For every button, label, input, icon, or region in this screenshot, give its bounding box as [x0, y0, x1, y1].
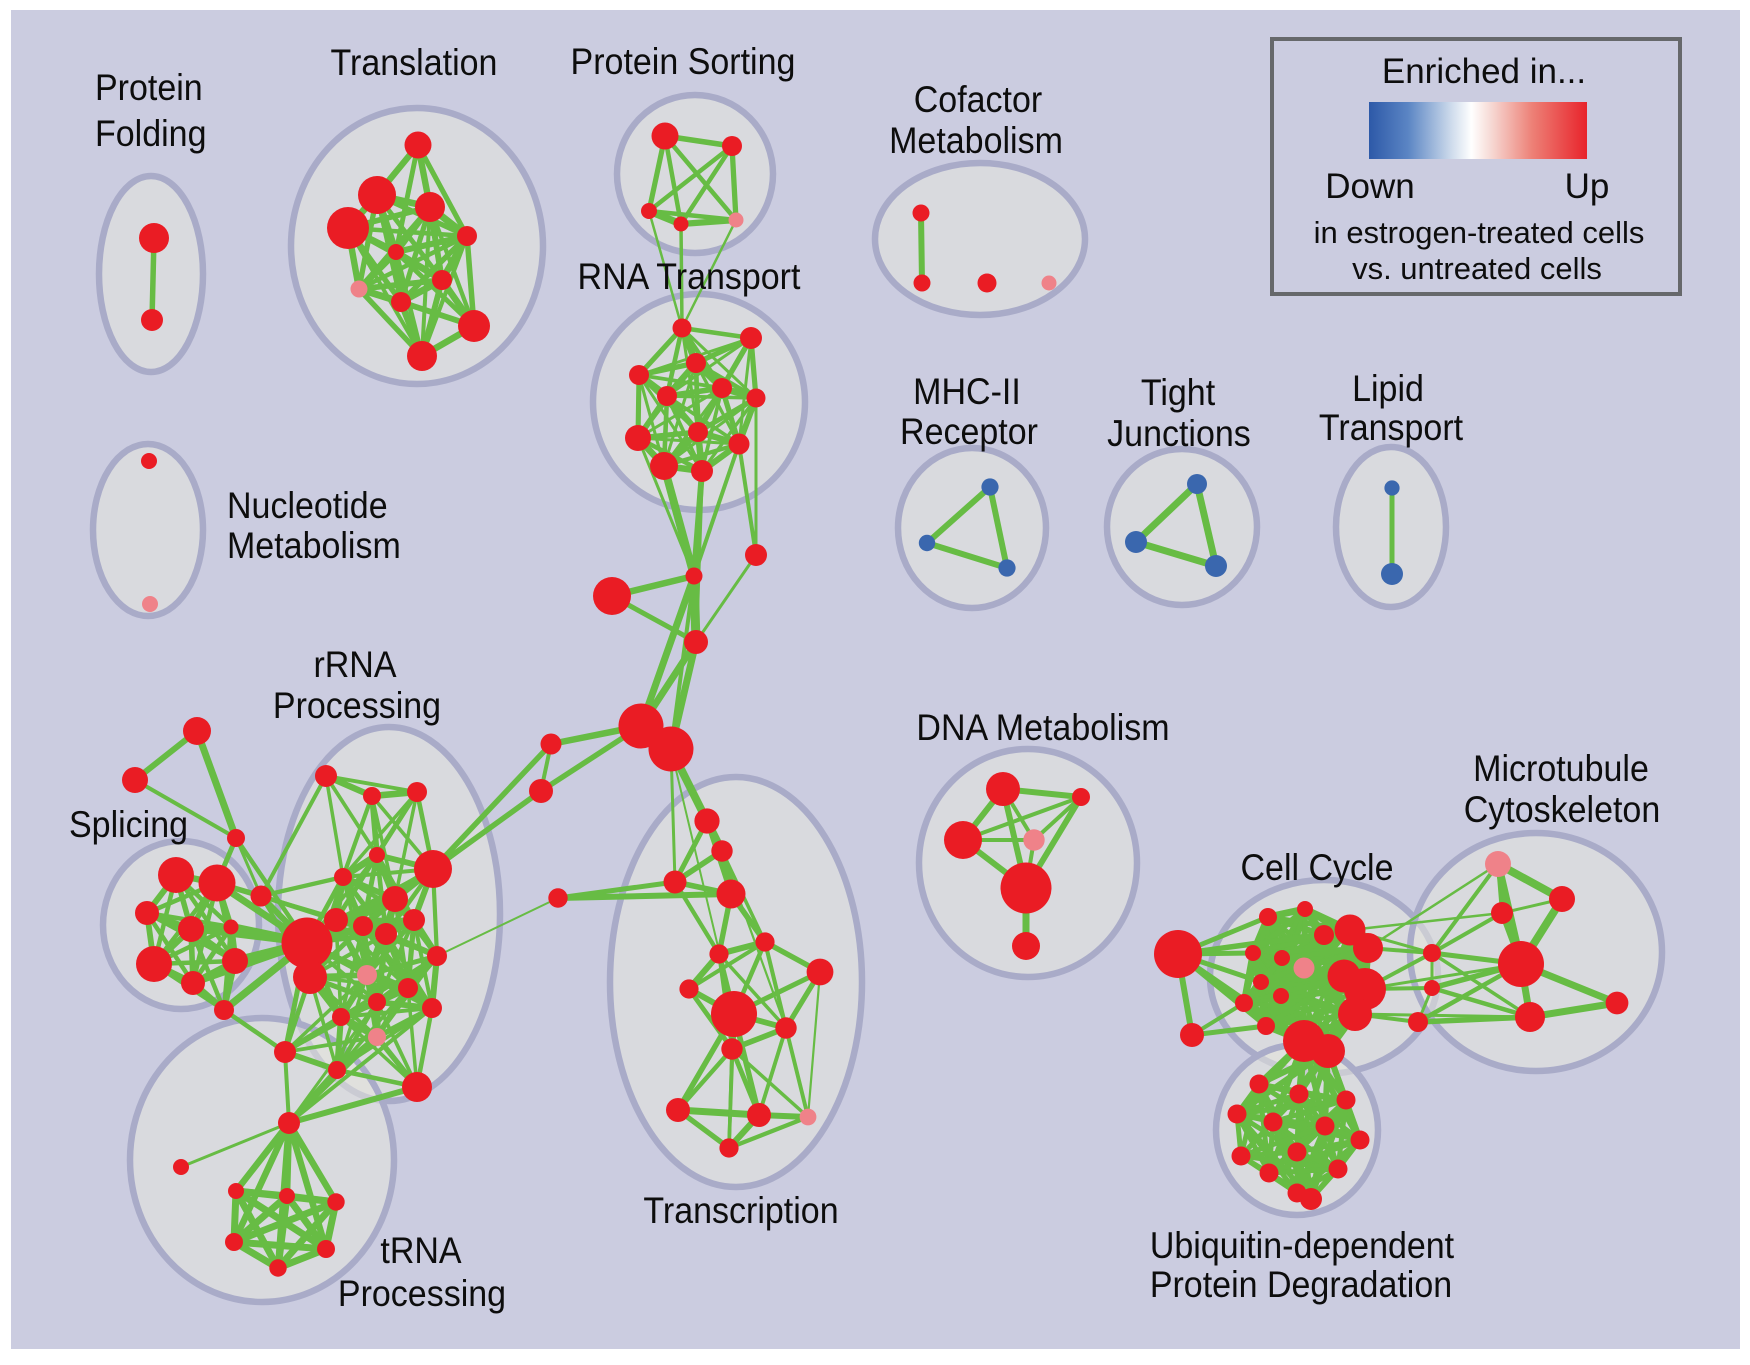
svg-text:Receptor: Receptor [900, 411, 1038, 453]
svg-text:Enriched in...: Enriched in... [1382, 52, 1586, 91]
svg-text:RNA Transport: RNA Transport [578, 256, 801, 298]
svg-text:Nucleotide: Nucleotide [227, 485, 388, 527]
svg-text:Folding: Folding [95, 113, 206, 155]
svg-text:Metabolism: Metabolism [227, 525, 401, 567]
svg-text:in estrogen-treated cells: in estrogen-treated cells [1314, 215, 1645, 250]
svg-text:tRNA: tRNA [380, 1230, 461, 1272]
svg-text:Ubiquitin-dependent: Ubiquitin-dependent [1150, 1225, 1454, 1267]
svg-text:Lipid: Lipid [1352, 368, 1424, 410]
svg-text:Transcription: Transcription [643, 1190, 838, 1232]
svg-text:Down: Down [1325, 167, 1414, 206]
svg-text:Protein: Protein [95, 67, 203, 109]
svg-text:Protein Sorting: Protein Sorting [571, 41, 796, 83]
svg-text:Transport: Transport [1319, 407, 1463, 449]
svg-text:rRNA: rRNA [313, 644, 396, 686]
svg-text:Cytoskeleton: Cytoskeleton [1464, 789, 1661, 831]
svg-text:Protein Degradation: Protein Degradation [1150, 1264, 1452, 1306]
svg-text:Metabolism: Metabolism [889, 120, 1063, 162]
svg-text:Microtubule: Microtubule [1473, 748, 1649, 790]
svg-text:vs. untreated cells: vs. untreated cells [1352, 251, 1602, 286]
svg-text:Tight: Tight [1141, 372, 1215, 414]
svg-text:Cell Cycle: Cell Cycle [1240, 847, 1393, 889]
svg-text:Processing: Processing [338, 1273, 506, 1315]
svg-text:Splicing: Splicing [69, 804, 188, 846]
svg-text:Processing: Processing [273, 685, 441, 727]
svg-text:Junctions: Junctions [1107, 413, 1251, 455]
svg-text:DNA Metabolism: DNA Metabolism [916, 707, 1169, 749]
svg-text:Cofactor: Cofactor [914, 79, 1043, 121]
svg-text:MHC-II: MHC-II [913, 371, 1021, 413]
svg-text:Translation: Translation [331, 42, 498, 84]
svg-text:Up: Up [1565, 167, 1610, 206]
